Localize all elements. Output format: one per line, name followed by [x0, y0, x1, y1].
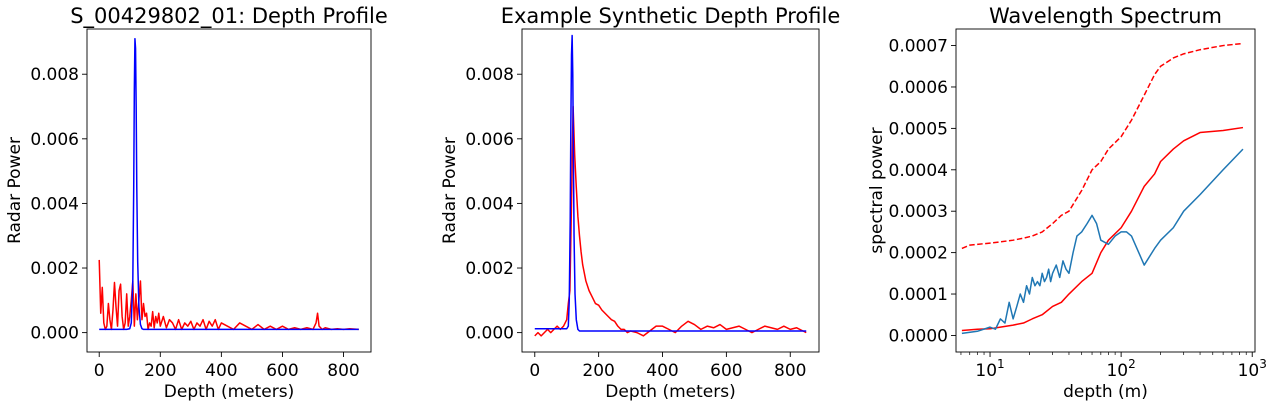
y-tick-label: 0.004: [465, 194, 514, 214]
y-tick-label: 0.0007: [889, 37, 948, 57]
x-tick-label: 200: [582, 361, 614, 381]
x-tick-exponent: 1: [997, 357, 1005, 371]
chart-title: Example Synthetic Depth Profile: [501, 4, 841, 28]
x-tick-label: 103: [1238, 357, 1267, 381]
x-axis-label: depth (m): [1063, 382, 1148, 402]
y-tick-label: 0.0000: [889, 326, 948, 346]
y-tick-label: 0.006: [465, 130, 514, 150]
series-line-2: [961, 126, 1244, 332]
plot-frame: [521, 28, 820, 353]
x-tick-label: 600: [710, 361, 742, 381]
series-line-1: [961, 42, 1244, 250]
x-tick-label: 600: [266, 361, 298, 381]
series-line-2: [99, 37, 359, 331]
x-tick-label: 200: [144, 361, 176, 381]
y-axis-label: spectral power: [867, 127, 887, 253]
y-tick-label: 0.002: [30, 259, 79, 279]
x-tick-label: 0: [529, 361, 540, 381]
y-axis-label: Radar Power: [440, 137, 460, 244]
y-tick-label: 0.000: [30, 324, 79, 344]
y-tick-label: 0.0006: [889, 78, 948, 98]
x-tick-label: 800: [774, 361, 806, 381]
series-line-1: [534, 105, 807, 337]
y-tick-label: 0.0003: [889, 202, 948, 222]
x-tick-label: 400: [646, 361, 678, 381]
y-tick-label: 0.008: [465, 65, 514, 85]
x-axis-label: Depth (meters): [164, 382, 294, 402]
series-line-3: [961, 148, 1244, 335]
chart-3: 101 102 103 0.0000 0.0001 0.0002 0.0003 0.0004 0…: [867, 4, 1267, 402]
x-tick-label: 800: [327, 361, 359, 381]
x-tick-label: 101: [975, 357, 1004, 381]
y-tick-label: 0.000: [465, 324, 514, 344]
x-tick-exponent: 2: [1128, 357, 1136, 371]
series-line-2: [534, 34, 807, 332]
chart-title: S_00429802_01: Depth Profile: [70, 4, 388, 29]
y-tick-label: 0.0002: [889, 244, 948, 264]
x-tick-label: 102: [1106, 357, 1135, 381]
y-tick-label: 0.0004: [889, 161, 948, 181]
x-tick-exponent: 3: [1259, 357, 1267, 371]
chart-2: 0 200 400 600 800 0.000 0.002 0.004 0.006 0.008 Ex…: [440, 4, 840, 402]
y-tick-label: 0.008: [30, 65, 79, 85]
y-axis-label: Radar Power: [5, 137, 25, 244]
x-tick-label: 400: [205, 361, 237, 381]
plot-frame: [955, 28, 1256, 353]
x-axis-label: Depth (meters): [605, 382, 735, 402]
chart-title: Wavelength Spectrum: [989, 4, 1222, 28]
y-tick-label: 0.006: [30, 130, 79, 150]
chart-1: 0 200 400 600 800 0.000 0.002 0.004 0.006 0.008 S_…: [5, 4, 388, 402]
x-tick-label: 0: [94, 361, 105, 381]
plot-frame: [86, 28, 372, 353]
y-tick-label: 0.0005: [889, 119, 948, 139]
y-tick-label: 0.0001: [889, 285, 948, 305]
y-tick-label: 0.004: [30, 194, 79, 214]
y-tick-label: 0.002: [465, 259, 514, 279]
